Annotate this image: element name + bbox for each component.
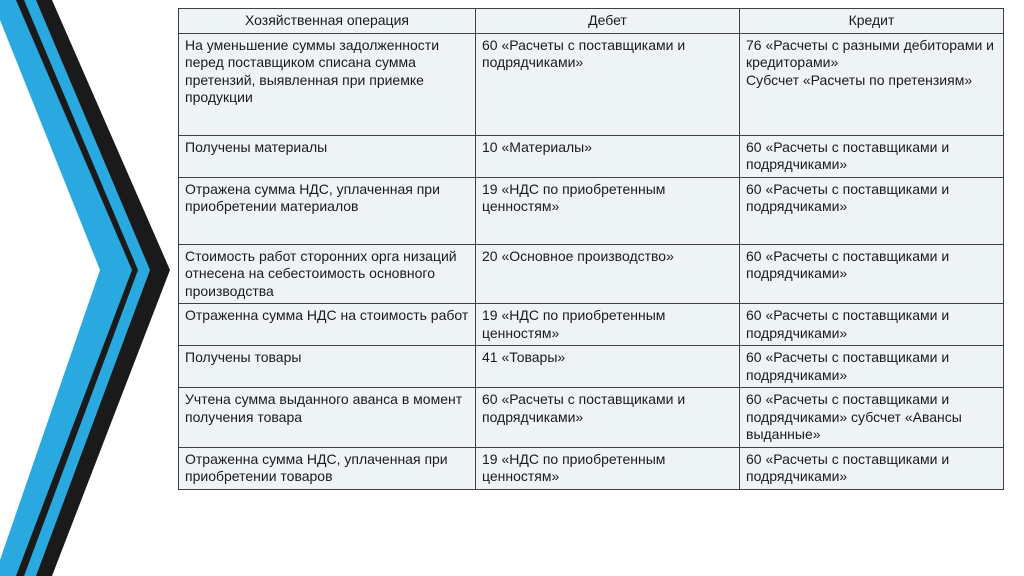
cell-debit: 19 «НДС по приобретенным ценностям» [476, 177, 740, 244]
cell-operation: Получены материалы [179, 135, 476, 177]
cell-debit: 60 «Расчеты с поставщиками и подрядчикам… [476, 33, 740, 135]
accounting-table: Хозяйственная операция Дебет Кредит На у… [178, 8, 1004, 490]
accounting-table-container: Хозяйственная операция Дебет Кредит На у… [178, 8, 1004, 490]
cell-credit: 60 «Расчеты с поставщиками и подрядчикам… [740, 244, 1004, 304]
cell-credit: 60 «Расчеты с поставщиками и подрядчикам… [740, 346, 1004, 388]
cell-debit: 19 «НДС по приобретенным ценностям» [476, 304, 740, 346]
table-row: Отражена сумма НДС, уплаченная при приоб… [179, 177, 1004, 244]
header-credit: Кредит [740, 9, 1004, 34]
cell-credit: 60 «Расчеты с поставщиками и подрядчикам… [740, 388, 1004, 448]
table-row: Отраженна сумма НДС на стоимость работ19… [179, 304, 1004, 346]
cell-operation: Отраженна сумма НДС, уплаченная при прио… [179, 447, 476, 489]
accent-decoration [0, 0, 180, 576]
cell-credit: 60 «Расчеты с поставщиками и подрядчикам… [740, 304, 1004, 346]
cell-debit: 10 «Материалы» [476, 135, 740, 177]
cell-operation: Стоимость работ сторонних орга низаций о… [179, 244, 476, 304]
cell-credit: 76 «Расчеты с разными дебиторами и креди… [740, 33, 1004, 135]
cell-operation: Отражена сумма НДС, уплаченная при приоб… [179, 177, 476, 244]
cell-operation: На уменьшение суммы задолженности перед … [179, 33, 476, 135]
cell-debit: 19 «НДС по приобретенным ценностям» [476, 447, 740, 489]
table-row: Получены товары41 «Товары»60 «Расчеты с … [179, 346, 1004, 388]
table-row: Учтена сумма выданного аванса в момент п… [179, 388, 1004, 448]
table-row: Получены материалы10 «Материалы»60 «Расч… [179, 135, 1004, 177]
cell-credit: 60 «Расчеты с поставщиками и подрядчикам… [740, 177, 1004, 244]
cell-credit: 60 «Расчеты с поставщиками и подрядчикам… [740, 447, 1004, 489]
cell-operation: Отраженна сумма НДС на стоимость работ [179, 304, 476, 346]
cell-debit: 41 «Товары» [476, 346, 740, 388]
cell-operation: Учтена сумма выданного аванса в момент п… [179, 388, 476, 448]
table-row: Отраженна сумма НДС, уплаченная при прио… [179, 447, 1004, 489]
table-row: Стоимость работ сторонних орга низаций о… [179, 244, 1004, 304]
header-row: Хозяйственная операция Дебет Кредит [179, 9, 1004, 34]
cell-debit: 60 «Расчеты с поставщиками и подрядчикам… [476, 388, 740, 448]
header-debit: Дебет [476, 9, 740, 34]
table-row: На уменьшение суммы задолженности перед … [179, 33, 1004, 135]
cell-debit: 20 «Основное производство» [476, 244, 740, 304]
cell-operation: Получены товары [179, 346, 476, 388]
cell-credit: 60 «Расчеты с поставщиками и подрядчикам… [740, 135, 1004, 177]
header-operation: Хозяйственная операция [179, 9, 476, 34]
